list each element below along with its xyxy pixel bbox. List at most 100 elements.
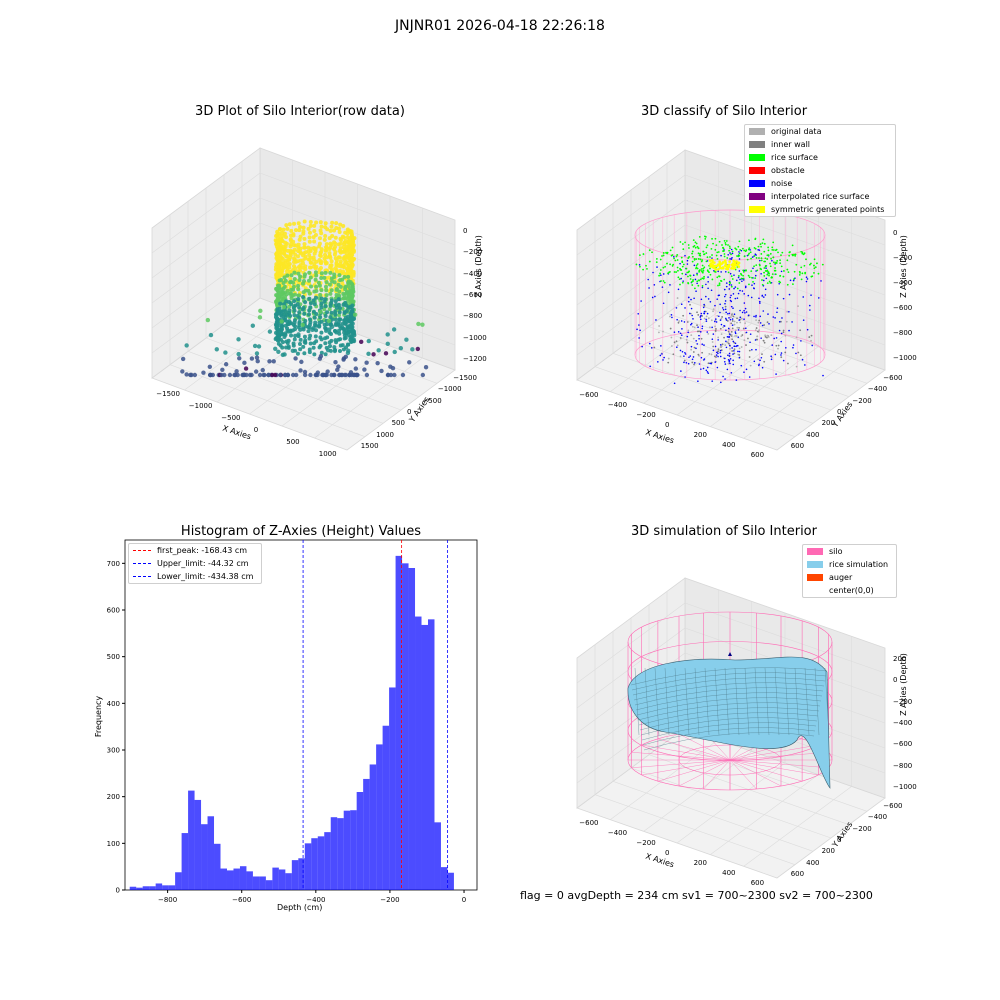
histogram-bar (389, 687, 396, 890)
classify-z-tick: −400 (893, 278, 913, 287)
inner-wall-point (678, 320, 680, 322)
raw-data-point (279, 230, 284, 235)
noise-point (736, 297, 739, 299)
raw-data-point (307, 350, 312, 355)
rice-surface-point (771, 276, 773, 279)
inner-wall-point (740, 335, 743, 337)
raw-data-point (292, 299, 297, 304)
raw-data-point (287, 265, 292, 270)
inner-wall-point (782, 331, 785, 334)
inner-wall-point (679, 355, 682, 358)
rice-surface-point (801, 252, 804, 255)
rice-surface-point (714, 237, 717, 240)
rice-surface-point (779, 274, 782, 277)
noise-point (765, 277, 768, 280)
legend-label: first_peak: -168.43 cm (157, 546, 248, 555)
noise-point (795, 352, 797, 355)
simulation-x-tick: 0 (665, 849, 670, 857)
raw-data-point (317, 283, 322, 288)
rice-surface-point (774, 273, 777, 276)
rice-surface-point (696, 245, 699, 248)
raw-3d-scatter[interactable] (140, 140, 470, 460)
raw-z-tick: 0 (463, 226, 468, 235)
inner-wall-point (757, 321, 760, 324)
noise-point (733, 274, 735, 276)
raw-data-point (283, 372, 288, 378)
inner-wall-point (733, 348, 736, 351)
classify-y-tick: 400 (806, 430, 820, 439)
raw-data-point (323, 304, 328, 309)
noise-point (742, 279, 745, 281)
raw-data-point (184, 372, 189, 377)
symmetric-point (725, 264, 729, 268)
raw-data-point (345, 271, 350, 276)
noise-point (719, 349, 722, 352)
inner-wall-point (689, 303, 691, 306)
raw-data-point (318, 292, 323, 297)
noise-point (780, 354, 782, 356)
raw-data-point (334, 221, 339, 226)
noise-point (693, 362, 696, 364)
surface-mesh-line (643, 732, 815, 751)
raw-data-point (295, 351, 300, 356)
noise-point (750, 296, 753, 299)
raw-data-point (318, 220, 323, 225)
noise-point (755, 314, 757, 317)
raw-data-point (307, 278, 312, 283)
raw-x-tick: 0 (253, 426, 259, 434)
rice-surface-point (724, 243, 727, 246)
noise-point (669, 284, 671, 286)
noise-point (653, 284, 656, 286)
raw-data-point (220, 367, 225, 372)
raw-data-point (328, 265, 333, 270)
inner-wall-point (723, 336, 725, 339)
surface-mesh-line (635, 692, 823, 711)
rice-surface-point (651, 251, 653, 254)
classify-x-tick: 0 (665, 421, 670, 429)
rice-surface-point (672, 263, 675, 266)
raw-data-point (297, 228, 302, 233)
simulation-z-tick: 0 (893, 676, 898, 685)
noise-point (680, 370, 682, 372)
noise-point (731, 252, 734, 255)
inner-wall-point (736, 321, 738, 324)
noise-point (739, 278, 741, 281)
raw-data-point (362, 367, 367, 372)
classify-3d-scatter[interactable] (565, 140, 905, 460)
status-footer: flag = 0 avgDepth = 234 cm sv1 = 700~230… (520, 889, 873, 902)
rice-surface-point (661, 255, 663, 257)
rice-surface-point (761, 279, 763, 281)
symmetric-point (711, 258, 714, 262)
rice-surface-point (766, 258, 769, 260)
simulation-3d-surface[interactable] (565, 560, 905, 890)
raw-data-point (292, 337, 297, 342)
raw-data-point (180, 369, 185, 374)
rice-surface-point (764, 257, 767, 260)
inner-wall-point (708, 352, 711, 355)
noise-point (684, 254, 686, 257)
inner-wall-point (701, 351, 704, 354)
rice-surface-point (716, 251, 719, 254)
rice-surface-point (764, 265, 767, 268)
rice-surface-point (727, 244, 729, 246)
noise-point (729, 318, 732, 321)
rice-surface-point (774, 249, 777, 252)
raw-data-point (340, 264, 345, 269)
noise-point (682, 280, 684, 282)
noise-point (744, 327, 747, 330)
rice-surface-point (768, 272, 770, 275)
inner-wall-point (707, 362, 710, 365)
classify-x-tick: −600 (579, 391, 599, 399)
x-tick-label: −600 (232, 896, 251, 904)
legend-label: auger (829, 573, 853, 582)
inner-wall-point (739, 321, 742, 324)
inner-wall-point (704, 310, 707, 313)
legend-swatch (749, 128, 765, 135)
raw-data-point (347, 297, 352, 302)
classify-z-axis-label: Z Axies (Depth) (898, 235, 908, 298)
raw-data-point (318, 354, 324, 359)
rice-surface-point (771, 246, 774, 249)
noise-point (744, 286, 747, 289)
noise-point (689, 312, 691, 315)
